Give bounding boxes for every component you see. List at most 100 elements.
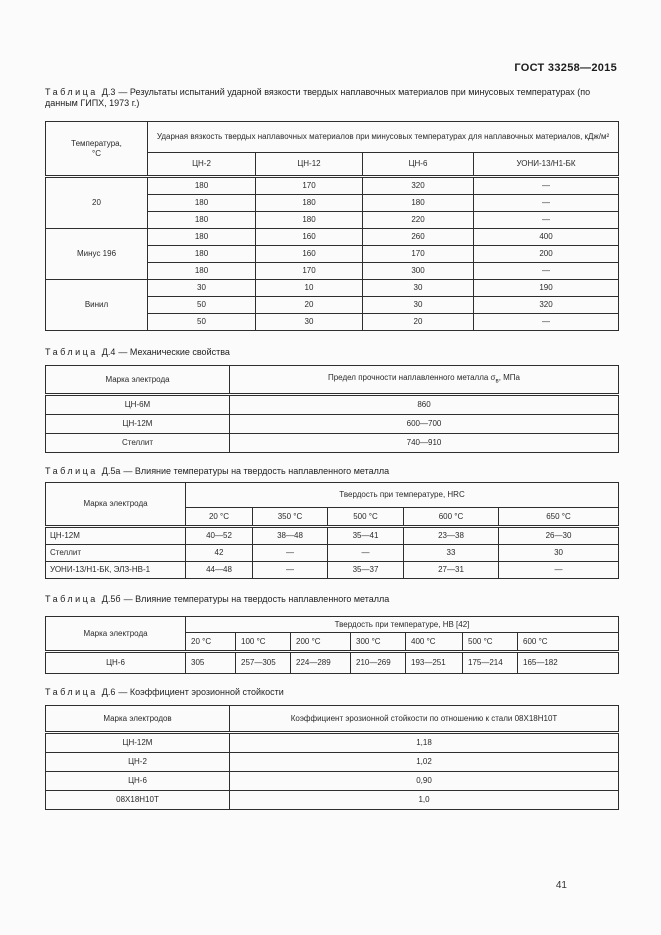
table-d6-body: ЦН-12М 1,18 ЦН-2 1,02 ЦН-6 0,90 08Х18Н10… xyxy=(45,731,619,810)
table-cell: Стеллит xyxy=(45,544,186,562)
table-cell: 20 xyxy=(362,313,474,331)
table-cell: 180 xyxy=(255,194,363,212)
table-cell: ЦН-12М xyxy=(45,731,230,753)
table-cell: 190 xyxy=(472,279,620,297)
table-cell: 400 xyxy=(472,228,620,246)
page-content: ГОСТ 33258—2015 Таблица Д.3— Результаты и… xyxy=(45,62,620,891)
table-cell: 740—910 xyxy=(229,433,619,453)
table-cell: 160 xyxy=(255,245,363,263)
caption-number: Д.6 xyxy=(101,687,116,697)
table-row: Минус 196 180 160 260 400 xyxy=(45,228,620,280)
header-cell: ЦН-6 xyxy=(362,152,474,177)
table-d3-caption: Таблица Д.3— Результаты испытаний ударной… xyxy=(45,87,617,109)
table-cell: 27—31 xyxy=(403,561,499,579)
sigma-subscript: в xyxy=(495,378,499,385)
table-cell: 1,18 xyxy=(229,731,619,753)
table-row: Марка электрода Твердость при температур… xyxy=(45,482,620,527)
table-cell: — xyxy=(472,211,620,229)
table-cell: 50 xyxy=(147,313,256,331)
table-cell: 175—214 xyxy=(462,650,518,674)
table-cell: 35—37 xyxy=(327,561,404,579)
table-cell: ЦН-12М xyxy=(45,414,230,434)
doc-number: ГОСТ 33258—2015 xyxy=(514,62,617,74)
table-cell: 33 xyxy=(403,544,499,562)
header-cell: 100 °С xyxy=(235,632,291,652)
table-cell: ЦН-6 xyxy=(45,650,186,674)
table-cell: 1,0 xyxy=(229,790,619,810)
caption-text: — Влияние температуры на твердость напла… xyxy=(123,594,390,604)
table-cell: 180 xyxy=(255,211,363,229)
table-cell: 300 xyxy=(362,262,474,280)
header-cell: 600 °С xyxy=(403,507,499,527)
header-cell: Марка электрода xyxy=(45,616,186,652)
table-d6-caption: Таблица Д.6— Коэффициент эрозионной стойк… xyxy=(45,687,617,698)
table-cell: ЦН-12М xyxy=(45,525,186,545)
table-cell: 160 xyxy=(255,228,363,246)
header-cell: 500 °С xyxy=(327,507,404,527)
table-row: Стеллит 42 — — 33 30 xyxy=(45,544,620,562)
table-row: 50 20 30 320 xyxy=(46,296,620,314)
header-cell: Марка электродов xyxy=(45,705,230,733)
table-d4-caption: Таблица Д.4— Механические свойства xyxy=(45,347,617,358)
table-cell: 180 xyxy=(147,211,256,229)
table-row: 08Х18Н10Т 1,0 xyxy=(45,790,619,810)
header-cell: 20 °С xyxy=(185,507,253,527)
table-d5b-header: Марка электрода Твердость при температур… xyxy=(45,616,619,652)
table-cell: — xyxy=(252,544,328,562)
header-cell: Твердость при температуре, НВ [42] xyxy=(185,616,619,633)
header-cell: ЦН-12 xyxy=(255,152,363,177)
header-cell: Ударная вязкость твердых наплавочных мат… xyxy=(146,121,620,153)
table-cell: 40—52 xyxy=(185,525,253,545)
caption-label: Таблица xyxy=(45,594,98,604)
table-cell: 180 xyxy=(147,175,256,195)
table-cell: 30 xyxy=(255,313,363,331)
table-row: Марка электрода Твердость при температур… xyxy=(45,616,619,652)
table-d4-body: ЦН-6М 860 ЦН-12М 600—700 Стеллит 740—910 xyxy=(45,393,619,453)
table-cell: — xyxy=(472,262,620,280)
table-row: Температура, °С Ударная вязкость твердых… xyxy=(45,121,620,177)
table-cell: 30 xyxy=(362,279,474,297)
page-number: 41 xyxy=(555,880,567,891)
table-row: Марка электрода Предел прочности наплавл… xyxy=(45,365,619,395)
table-cell: 50 xyxy=(147,296,256,314)
table-cell: 180 xyxy=(147,245,256,263)
table-row: ЦН-6М 860 xyxy=(45,393,619,415)
table-cell: 0,90 xyxy=(229,771,619,791)
header-cell: УОНИ-13/Н1-БК xyxy=(472,152,620,177)
table-d6-header: Марка электродов Коэффициент эрозионной … xyxy=(45,705,619,733)
caption-number: Д.4 xyxy=(101,347,116,357)
table-cell: 35—41 xyxy=(327,525,404,545)
table-cell: 26—30 xyxy=(497,525,620,545)
table-cell: 165—182 xyxy=(517,650,619,674)
table-d3: Температура, °С Ударная вязкость твердых… xyxy=(45,121,620,331)
table-cell: 170 xyxy=(362,245,474,263)
table-cell: 257—305 xyxy=(235,650,291,674)
table-cell: 30 xyxy=(497,544,620,562)
header-cell: Марка электрода xyxy=(45,365,230,395)
table-d5b-body: ЦН-6 305 257—305 224—289 210—269 193—251… xyxy=(45,650,619,674)
table-cell: 30 xyxy=(147,279,256,297)
header-cell: 600 °С xyxy=(517,632,619,652)
table-cell: 23—38 xyxy=(403,525,499,545)
table-cell: ЦН-6М xyxy=(45,393,230,415)
table-cell: 180 xyxy=(147,194,256,212)
table-cell: 600—700 xyxy=(229,414,619,434)
header-cell: Температура, °С xyxy=(45,121,148,177)
table-row: Винил 30 10 30 190 xyxy=(45,279,620,331)
header-cell: 500 °С xyxy=(462,632,518,652)
caption-label: Таблица xyxy=(45,687,98,697)
table-cell: 320 xyxy=(362,175,474,195)
table-cell: Стеллит xyxy=(45,433,230,453)
table-row: ЦН-2 1,02 xyxy=(45,752,619,772)
table-d4-header: Марка электрода Предел прочности наплавл… xyxy=(45,365,619,395)
table-d3-body: 20 180 170 320 — 180 180 180 — 180 180 2… xyxy=(45,175,620,331)
table-d4: Марка электрода Предел прочности наплавл… xyxy=(45,365,619,453)
table-row: ЦН-6 305 257—305 224—289 210—269 193—251… xyxy=(45,650,619,674)
table-row: 50 30 20 — xyxy=(46,313,620,331)
table-cell: 200 xyxy=(472,245,620,263)
table-cell: 38—48 xyxy=(252,525,328,545)
header-text: Предел прочности наплавленного металла σ xyxy=(327,372,496,382)
table-cell: 1,02 xyxy=(229,752,619,772)
table-d5a: Марка электрода Твердость при температур… xyxy=(45,482,620,579)
caption-label: Таблица xyxy=(45,347,98,357)
